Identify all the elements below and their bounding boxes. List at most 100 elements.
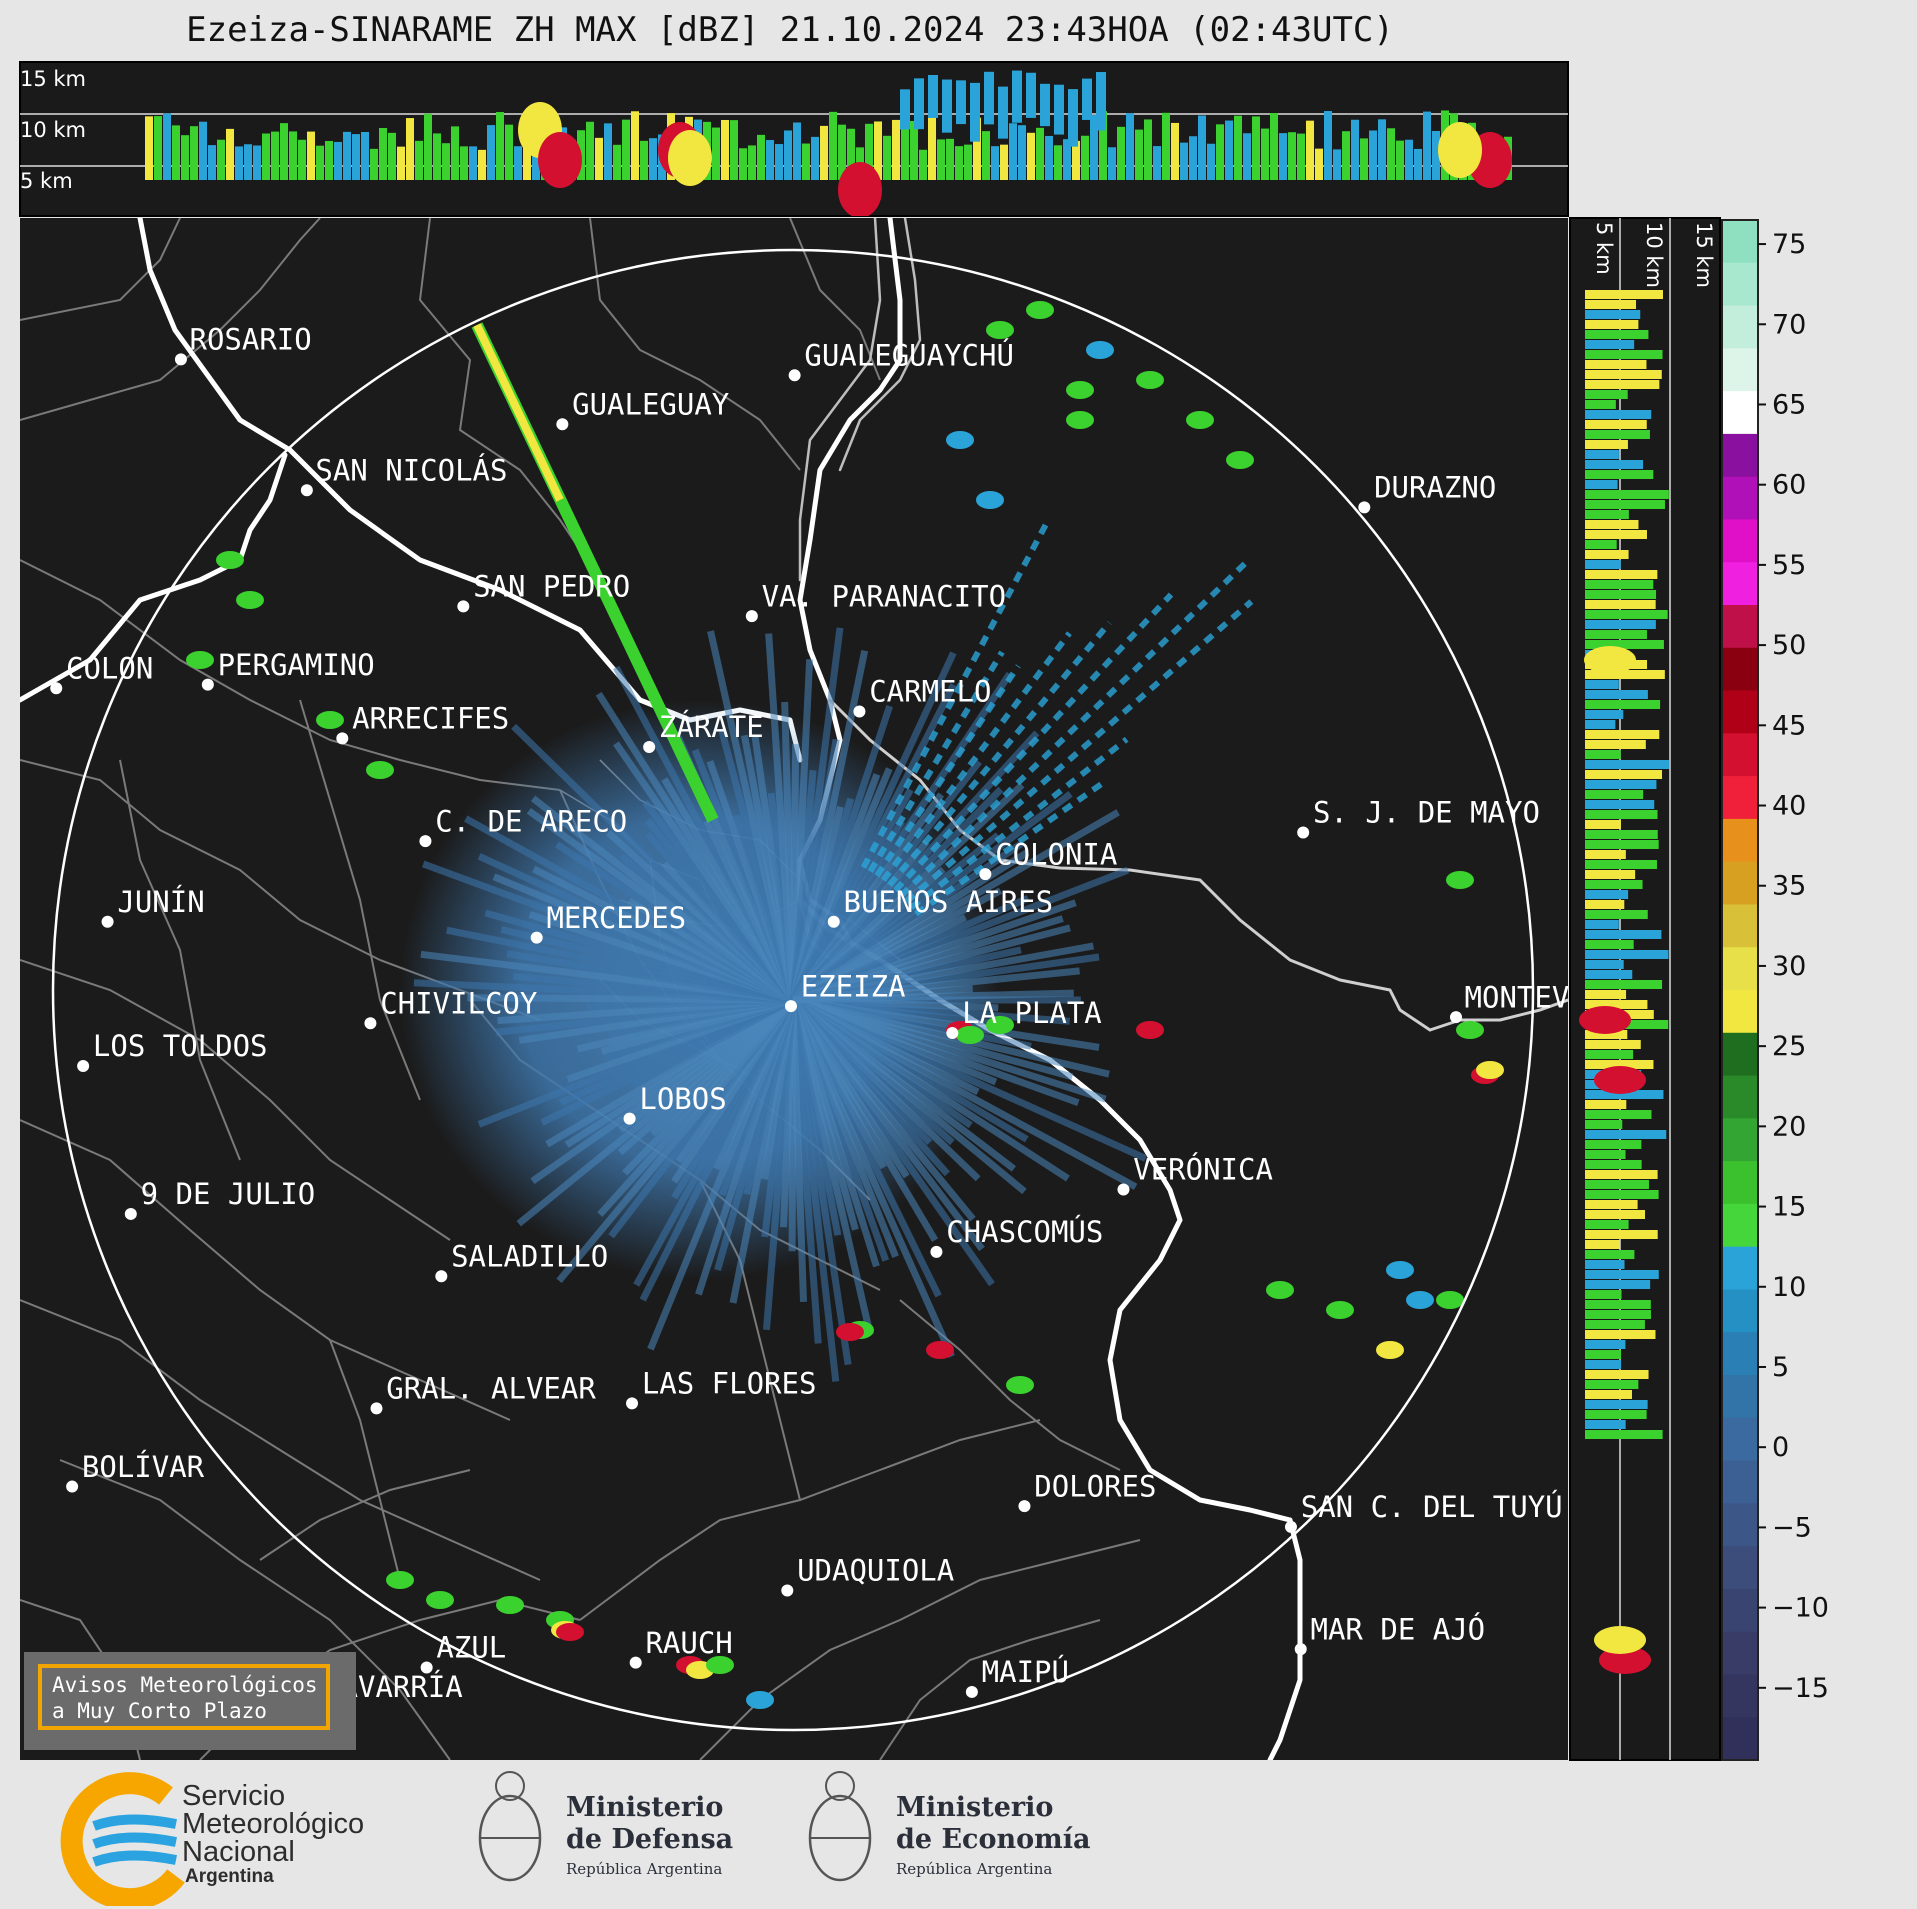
profile-column — [1054, 84, 1064, 135]
profile-column — [586, 121, 594, 180]
colorbar-segment — [1722, 1161, 1758, 1205]
profile-column — [748, 145, 756, 180]
city-dot — [784, 1000, 797, 1013]
colorbar-segments — [1722, 220, 1758, 1761]
profile-column — [1180, 142, 1188, 180]
side-profile-row — [1585, 520, 1639, 529]
side-profile-row — [1585, 770, 1663, 779]
city-marker: SAN C. DEL TUYÚ — [1284, 1490, 1563, 1533]
profile-column — [163, 113, 171, 180]
aviso-line2: a Muy Corto Plazo — [52, 1699, 267, 1723]
side-profile-row — [1585, 1280, 1651, 1289]
defensa-line2: de Defensa — [566, 1824, 734, 1855]
side-profile-row — [1585, 850, 1626, 859]
side-profile-row — [1585, 1300, 1651, 1309]
profile-column — [1216, 124, 1224, 180]
side-profile-row — [1585, 1220, 1629, 1229]
side-profile-row — [1585, 430, 1650, 439]
side-profile-row — [1585, 380, 1660, 389]
colorbar-segment — [1722, 818, 1758, 863]
echo-cell — [496, 1596, 524, 1614]
colorbar-segment — [1722, 476, 1758, 520]
colorbar-tick-label: 70 — [1772, 309, 1806, 340]
echo-ray — [898, 560, 1249, 898]
colorbar-segment — [1722, 519, 1758, 563]
profile-column — [1082, 78, 1092, 120]
echo-cell — [236, 591, 264, 609]
profile-column — [262, 133, 270, 180]
city-dot — [370, 1402, 383, 1415]
city-marker: COLON — [50, 651, 153, 695]
side-profile-panel: 5 km 10 km 15 km — [1569, 217, 1721, 1761]
city-dot — [1449, 1011, 1462, 1024]
city-label: ARRECIFES — [352, 702, 509, 736]
echo-cell — [1386, 1261, 1414, 1279]
profile-column — [1225, 120, 1233, 180]
colorbar-segment — [1722, 776, 1758, 820]
side-profile-row — [1585, 870, 1636, 879]
side-profile-cell — [1584, 646, 1636, 674]
defensa-line3: República Argentina — [566, 1860, 723, 1878]
profile-column — [991, 146, 999, 180]
side-profile-row — [1585, 920, 1619, 929]
profile-column — [199, 121, 207, 180]
radar-echoes — [186, 301, 1504, 1709]
profile-column — [1171, 122, 1179, 180]
side-profile-row — [1585, 470, 1654, 479]
city-marker: EZEIZA — [784, 969, 906, 1013]
colorbar-segment — [1722, 1717, 1758, 1761]
profile-column — [226, 128, 234, 180]
echo-ray — [867, 650, 1005, 873]
profile-column — [900, 89, 910, 130]
side-profile-row — [1585, 1350, 1622, 1359]
colorbar-segment — [1722, 433, 1758, 478]
echo-cell — [1226, 451, 1254, 469]
city-label: COLONIA — [995, 837, 1117, 871]
side-profile-row — [1585, 480, 1618, 489]
side-profile-cell — [1594, 1066, 1646, 1094]
profile-column — [793, 122, 801, 180]
city-marker: C. DE ARECO — [419, 804, 627, 848]
echo-cell — [1086, 341, 1114, 359]
profile-column — [1081, 135, 1089, 180]
city-marker: ZÁRATE — [643, 710, 764, 753]
profile-column — [1243, 133, 1251, 180]
side-profile-row — [1585, 830, 1658, 839]
city-dot — [300, 484, 313, 497]
profile-column — [1387, 128, 1395, 180]
profile-column — [973, 117, 981, 180]
aviso-panel: Avisos Meteorológicos a Muy Corto Plazo — [24, 1652, 356, 1750]
profile-column — [469, 146, 477, 180]
side-profile-row — [1585, 720, 1616, 729]
profile-column — [496, 112, 504, 180]
side-profile-row — [1585, 390, 1628, 399]
colorbar-tick-label: 35 — [1772, 871, 1806, 902]
city-dot — [66, 1480, 79, 1493]
echo-cell — [386, 1571, 414, 1589]
city-marker: VA. PARANACITO — [745, 579, 1006, 623]
echo-ray — [914, 779, 1107, 917]
city-marker: S. J. DE MAYO — [1297, 796, 1540, 839]
side-profile-row — [1585, 320, 1639, 329]
aviso-button[interactable]: Avisos Meteorológicos a Muy Corto Plazo — [38, 1664, 330, 1730]
profile-column — [442, 143, 450, 180]
city-marker: RAUCH — [629, 1626, 733, 1669]
side-profile-row — [1585, 750, 1621, 759]
profile-column — [235, 146, 243, 180]
city-marker: CHIVILCOY — [364, 986, 537, 1030]
side-profile-row — [1585, 1060, 1654, 1069]
colorbar-tick-label: 10 — [1772, 1272, 1806, 1303]
echo-cell — [1406, 1291, 1434, 1309]
city-marker: LOBOS — [623, 1082, 727, 1125]
city-label: BOLÍVAR — [82, 1450, 205, 1484]
profile-column — [1090, 115, 1098, 180]
smn-line2: Meteorológico — [182, 1808, 365, 1840]
side-profile-row — [1585, 1210, 1646, 1219]
side-profile-row — [1585, 1230, 1658, 1239]
side-profile-row — [1585, 1110, 1652, 1119]
city-marker: 9 DE JULIO — [124, 1177, 315, 1220]
profile-column — [1096, 72, 1106, 131]
side-profile-row — [1585, 420, 1647, 429]
profile-column — [379, 128, 387, 180]
side-profile-row — [1585, 370, 1662, 379]
